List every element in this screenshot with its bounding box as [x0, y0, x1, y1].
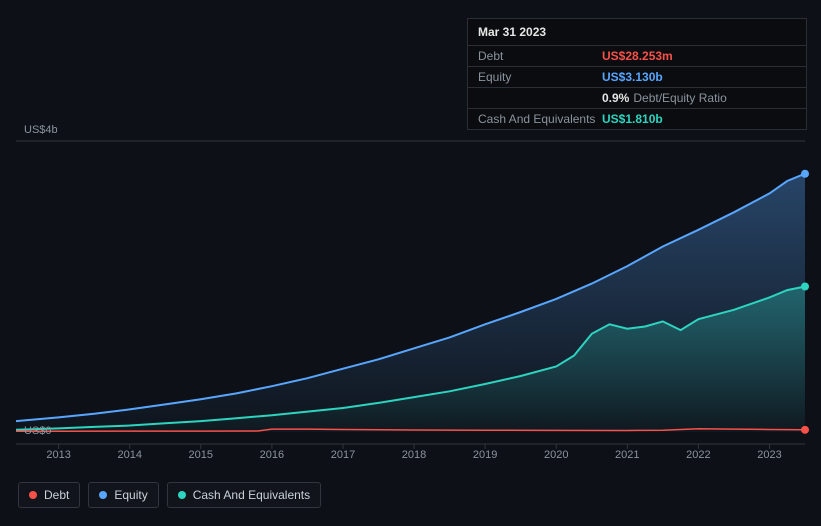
tooltip-date: Mar 31 2023	[468, 19, 806, 46]
tooltip-label: Debt	[478, 49, 602, 63]
tooltip-label: Cash And Equivalents	[478, 112, 602, 126]
tooltip-label	[478, 91, 602, 105]
xaxis-tick-label: 2016	[260, 449, 284, 461]
xaxis-tick-label: 2019	[473, 449, 497, 461]
tooltip-row: EquityUS$3.130b	[468, 67, 806, 88]
hover-tooltip: Mar 31 2023 DebtUS$28.253mEquityUS$3.130…	[467, 18, 807, 130]
tooltip-row: DebtUS$28.253m	[468, 46, 806, 67]
equity-end-marker	[801, 170, 809, 178]
debt-end-marker	[801, 426, 809, 434]
xaxis-tick-label: 2015	[189, 449, 213, 461]
tooltip-value: US$3.130b	[602, 70, 663, 84]
xaxis-tick-label: 2022	[686, 449, 710, 461]
tooltip-row: Cash And EquivalentsUS$1.810b	[468, 109, 806, 129]
tooltip-value: US$28.253m	[602, 49, 673, 63]
tooltip-row: 0.9%Debt/Equity Ratio	[468, 88, 806, 109]
xaxis: 2013 2014 2015 2016 2017 2018 2019 2020 2021 2022…	[16, 449, 805, 463]
legend: Debt Equity Cash And Equivalents	[18, 482, 321, 508]
legend-label: Cash And Equivalents	[193, 488, 310, 502]
legend-dot-icon	[29, 491, 37, 499]
legend-dot-icon	[178, 491, 186, 499]
cash-end-marker	[801, 283, 809, 291]
tooltip-label: Equity	[478, 70, 602, 84]
xaxis-tick-label: 2018	[402, 449, 426, 461]
xaxis-tick-label: 2014	[117, 449, 141, 461]
legend-equity[interactable]: Equity	[88, 482, 158, 508]
xaxis-tick-label: 2023	[757, 449, 781, 461]
yaxis-label-min: US$0	[24, 425, 52, 437]
tooltip-value: 0.9%Debt/Equity Ratio	[602, 91, 727, 105]
yaxis-label-max: US$4b	[24, 124, 58, 136]
tooltip-value: US$1.810b	[602, 112, 663, 126]
tooltip-suffix: Debt/Equity Ratio	[633, 91, 726, 105]
legend-label: Equity	[114, 488, 147, 502]
xaxis-tick-label: 2017	[331, 449, 355, 461]
legend-label: Debt	[44, 488, 69, 502]
xaxis-tick-label: 2021	[615, 449, 639, 461]
legend-debt[interactable]: Debt	[18, 482, 80, 508]
chart-container: Mar 31 2023 DebtUS$28.253mEquityUS$3.130…	[0, 0, 821, 526]
legend-dot-icon	[99, 491, 107, 499]
xaxis-tick-label: 2013	[46, 449, 70, 461]
legend-cash[interactable]: Cash And Equivalents	[167, 482, 321, 508]
xaxis-tick-label: 2020	[544, 449, 568, 461]
